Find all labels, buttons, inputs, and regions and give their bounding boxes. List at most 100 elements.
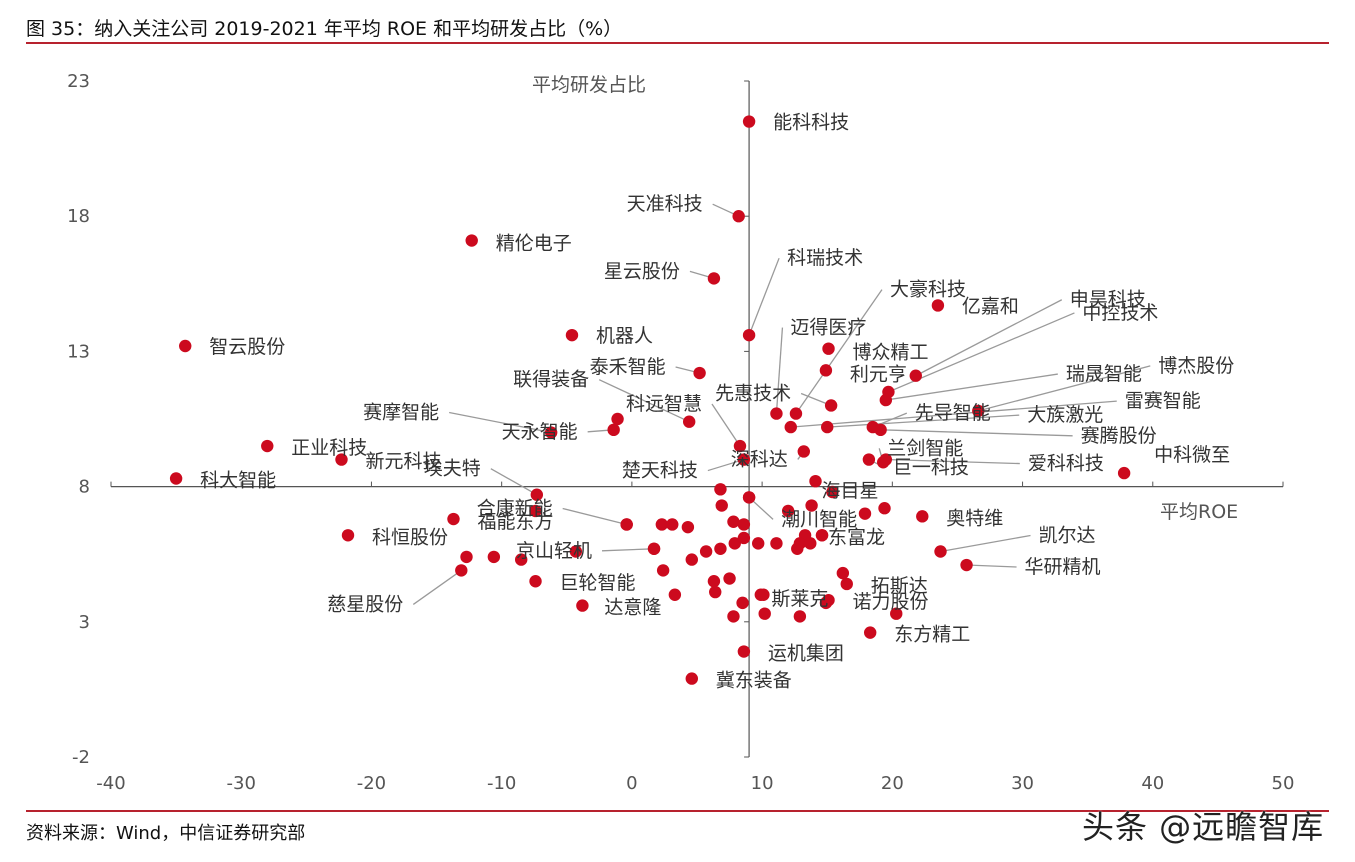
data-point [819, 364, 833, 377]
data-point [341, 529, 355, 542]
axes [110, 80, 1284, 758]
point-label: 奥特维 [946, 507, 1003, 529]
leader-line [795, 289, 883, 414]
data-point [822, 593, 835, 607]
data-point [529, 504, 542, 518]
point-label: 深科达 [731, 448, 788, 470]
point-label: 星云股份 [604, 260, 680, 282]
data-point [647, 542, 661, 555]
leader-line [598, 379, 690, 423]
leader-line [978, 365, 1151, 412]
y-tick-label: 23 [67, 71, 90, 92]
leader-line [711, 403, 741, 447]
leader-line [880, 429, 1073, 437]
data-point [685, 553, 698, 566]
data-point [960, 558, 973, 572]
data-point [693, 366, 706, 380]
data-point [699, 545, 713, 558]
data-point [916, 510, 929, 523]
x-tick-label: 20 [881, 773, 904, 794]
y-tick-label: 13 [67, 341, 90, 362]
data-point [809, 474, 822, 488]
leader-line [707, 458, 745, 472]
data-point [789, 407, 803, 420]
data-point [544, 426, 558, 439]
y-tick-label: 3 [79, 612, 90, 633]
data-point [890, 607, 903, 620]
data-point [715, 499, 728, 512]
title-rule [26, 42, 1329, 44]
data-point [858, 507, 872, 520]
data-point [179, 339, 192, 353]
point-label: 正业科技 [291, 437, 367, 459]
y-tick-label: 8 [79, 477, 90, 498]
point-label: 大豪科技 [890, 279, 966, 301]
point-label: 科恒股份 [372, 526, 448, 548]
x-tick-label: -20 [357, 773, 386, 794]
data-point [666, 518, 679, 531]
leader-lines [412, 203, 1151, 605]
point-label: 巨轮智能 [560, 572, 636, 594]
data-point [707, 575, 721, 588]
x-tick-label: 50 [1272, 773, 1295, 794]
data-point [681, 520, 695, 534]
data-point [655, 518, 669, 531]
data-point [879, 393, 893, 407]
data-point [728, 537, 741, 550]
data-point [742, 491, 756, 504]
data-point [714, 542, 727, 555]
data-point [455, 564, 468, 577]
y-tick-label: 18 [67, 206, 90, 227]
data-point [732, 210, 745, 223]
data-point [737, 645, 751, 658]
data-point [707, 272, 721, 285]
watermark: 头条 @远瞻智库 [1082, 808, 1325, 846]
data-point [742, 328, 756, 342]
point-label: 新元科技 [365, 451, 441, 473]
data-point [611, 412, 624, 426]
data-point [465, 234, 478, 247]
y-tick-label: -2 [72, 747, 90, 768]
data-point [714, 483, 727, 496]
data-point [742, 115, 756, 128]
point-label: 科瑞技术 [787, 247, 863, 269]
point-label: 泰禾智能 [590, 356, 666, 378]
data-point [879, 453, 893, 466]
data-point [862, 453, 876, 466]
leader-line [885, 373, 1058, 401]
data-point [620, 518, 633, 531]
y-axis-title: 平均研发占比 [532, 74, 646, 96]
point-label: 中控技术 [1082, 302, 1158, 324]
data-point [770, 537, 783, 550]
data-point [804, 537, 817, 550]
footer-rule [26, 810, 1329, 812]
data-point [822, 342, 835, 355]
figure-title: 图 35：纳入关注公司 2019-2021 年平均 ROE 和平均研发占比（%） [26, 18, 623, 40]
data-point [737, 531, 751, 545]
point-label: 科远智慧 [626, 393, 702, 415]
point-label: 合康新能 [477, 497, 553, 519]
leader-line [790, 400, 1117, 428]
point-label: 先惠技术 [715, 382, 791, 404]
point-label: 博杰股份 [1158, 355, 1234, 377]
data-point [836, 566, 850, 580]
data-point [874, 423, 887, 437]
point-label: 赛腾股份 [1081, 425, 1157, 447]
x-axis-title: 平均ROE [1160, 501, 1238, 523]
point-label: 天准科技 [627, 193, 703, 215]
point-label: 迈得医疗 [790, 317, 866, 339]
data-point [656, 564, 670, 577]
point-label: 中科微至 [1154, 444, 1230, 466]
data-point [909, 369, 922, 382]
data-point [261, 439, 274, 453]
data-point [736, 596, 749, 610]
point-label: 埃夫特 [424, 458, 481, 480]
data-point [335, 453, 348, 466]
data-point [576, 599, 589, 612]
data-point [569, 545, 583, 558]
data-point [757, 588, 770, 601]
data-point [529, 575, 542, 588]
point-label: 慈星股份 [327, 593, 403, 615]
